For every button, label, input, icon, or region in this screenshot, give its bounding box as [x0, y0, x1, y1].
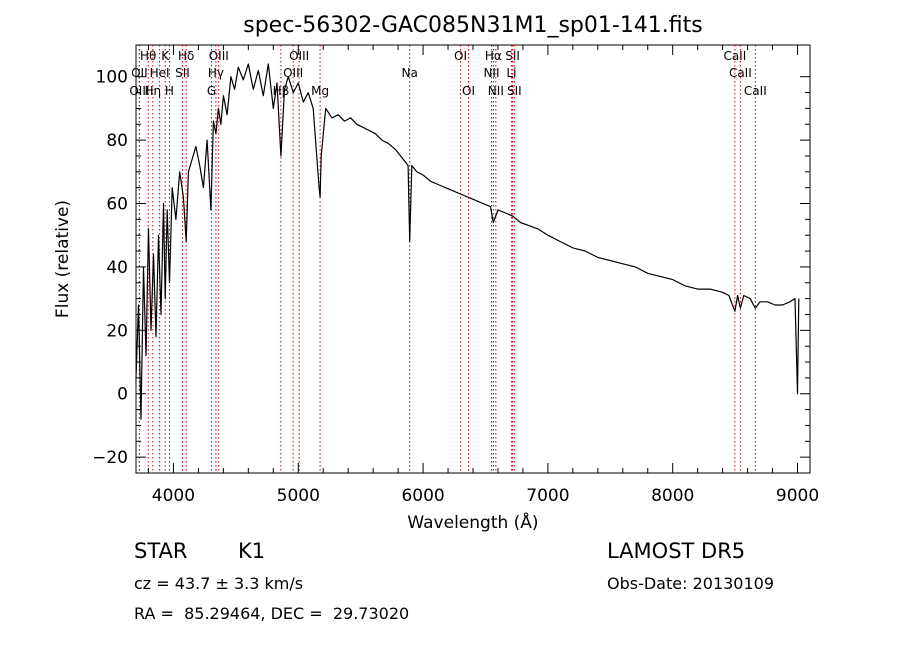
redshift-text: cz = 43.7 ± 3.3 km/s: [134, 574, 304, 593]
line-label: SII: [507, 84, 522, 98]
line-label: Hθ: [140, 49, 156, 63]
line-label: NII: [488, 84, 504, 98]
line-label: NII: [483, 66, 499, 80]
x-axis-label: Wavelength (Å): [407, 511, 538, 533]
line-label: Hη: [145, 84, 162, 98]
x-tick-label: 8000: [651, 486, 694, 506]
y-tick-label: −20: [92, 448, 128, 468]
line-label: CaII: [744, 84, 767, 98]
chart-title: spec-56302-GAC085N31M1_sp01-141.fits: [243, 13, 703, 38]
line-label: OIII: [209, 49, 229, 63]
line-label: OI: [462, 84, 475, 98]
y-tick-label: 80: [106, 131, 128, 151]
line-label: K: [161, 49, 170, 63]
line-label: HeI: [150, 66, 170, 80]
line-label: OIII: [289, 49, 309, 63]
spectrum-line: [135, 63, 800, 420]
coordinates: RA = 85.29464, DEC = 29.73020: [134, 604, 410, 623]
object-class: STAR: [134, 539, 188, 563]
obs-date: Obs-Date: 20130109: [607, 574, 775, 593]
line-label: G: [207, 84, 216, 98]
y-tick-label: 40: [106, 258, 128, 278]
line-label: CaII: [723, 49, 746, 63]
x-tick-label: 6000: [401, 486, 444, 506]
line-label: Li: [506, 66, 516, 80]
line-label: H: [165, 84, 174, 98]
y-tick-label: 100: [96, 68, 128, 88]
line-label: Hα: [485, 49, 502, 63]
survey-name: LAMOST DR5: [607, 539, 746, 563]
line-label: SII: [175, 66, 190, 80]
line-label: CaII: [729, 66, 752, 80]
x-tick-label: 7000: [526, 486, 569, 506]
x-tick-label: 5000: [277, 486, 320, 506]
y-axis-label: Flux (relative): [53, 200, 73, 318]
plot-frame: [135, 44, 811, 474]
line-label: Mg: [311, 84, 329, 98]
line-label: Hγ: [208, 66, 224, 80]
line-label: OIII: [283, 66, 303, 80]
line-label: OI: [454, 49, 467, 63]
line-label: Na: [402, 66, 418, 80]
line-label: Hδ: [178, 49, 194, 63]
y-tick-label: 60: [106, 195, 128, 215]
object-subclass: K1: [238, 539, 266, 563]
line-label: SII: [505, 49, 520, 63]
x-tick-label: 9000: [776, 486, 819, 506]
line-label: OIII: [129, 84, 149, 98]
y-tick-label: 20: [106, 321, 128, 341]
x-tick-label: 4000: [152, 486, 195, 506]
y-tick-label: 0: [117, 385, 128, 405]
